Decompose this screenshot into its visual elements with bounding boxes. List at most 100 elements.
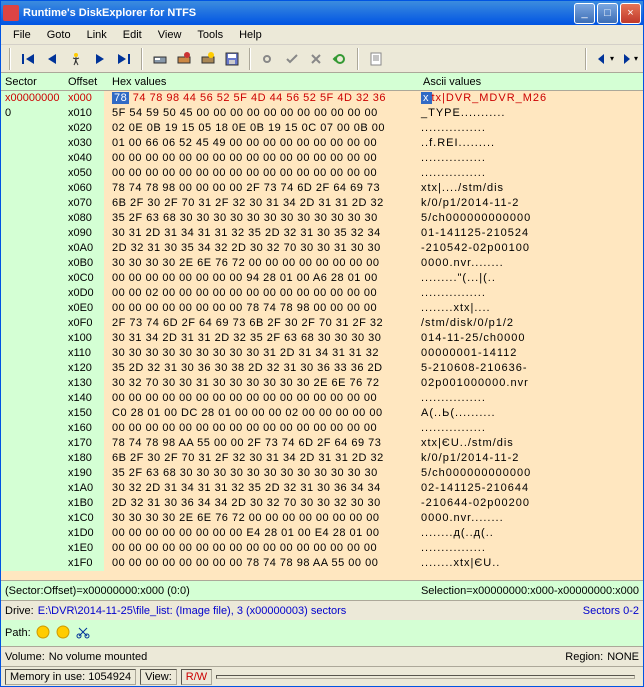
hex-col[interactable]: C0 28 01 00 DC 28 01 00 00 00 02 00 00 0… [104, 406, 419, 421]
ascii-col[interactable]: 01-141125-210524 [419, 226, 529, 241]
hex-col[interactable]: 00 00 00 00 00 00 00 00 00 00 00 00 00 0… [104, 166, 419, 181]
hex-row[interactable]: x0A02D 32 31 30 35 34 32 2D 30 32 70 30 … [1, 241, 643, 256]
ascii-col[interactable]: ........xtx|ЄU.. [419, 556, 500, 571]
hex-col[interactable]: 30 31 2D 31 34 31 31 32 35 2D 32 31 30 3… [104, 226, 419, 241]
hex-col[interactable]: 35 2F 63 68 30 30 30 30 30 30 30 30 30 3… [104, 211, 419, 226]
hex-col[interactable]: 30 31 34 2D 31 31 2D 32 35 2F 63 68 30 3… [104, 331, 419, 346]
hex-row[interactable]: x0B030 30 30 30 2E 6E 76 72 00 00 00 00 … [1, 256, 643, 271]
disk1-button[interactable] [149, 48, 171, 70]
ascii-col[interactable]: ................ [419, 121, 486, 136]
menu-help[interactable]: Help [231, 27, 270, 43]
ascii-col[interactable]: 0000.nvr........ [419, 511, 504, 526]
hex-row[interactable]: x04000 00 00 00 00 00 00 00 00 00 00 00 … [1, 151, 643, 166]
hex-col[interactable]: 78 74 78 98 AA 55 00 00 2F 73 74 6D 2F 6… [104, 436, 419, 451]
first-button[interactable] [17, 48, 39, 70]
close-button[interactable]: × [620, 3, 641, 24]
ascii-col[interactable]: -210542-02p00100 [419, 241, 530, 256]
hex-row[interactable]: x0D000 00 02 00 00 00 00 00 00 00 00 00 … [1, 286, 643, 301]
hex-row[interactable]: x1B02D 32 31 30 36 34 34 2D 30 32 70 30 … [1, 496, 643, 511]
hex-row[interactable]: x1A030 32 2D 31 34 31 31 32 35 2D 32 31 … [1, 481, 643, 496]
hex-row[interactable]: x16000 00 00 00 00 00 00 00 00 00 00 00 … [1, 421, 643, 436]
hex-col[interactable]: 00 00 00 00 00 00 00 00 00 00 00 00 00 0… [104, 541, 419, 556]
ascii-col[interactable]: 0000.nvr........ [419, 256, 504, 271]
back-arrow-button[interactable]: ▾ [593, 48, 615, 70]
hex-col[interactable]: 00 00 00 00 00 00 00 00 E4 28 01 00 E4 2… [104, 526, 419, 541]
ascii-col[interactable]: A(..Ь(.......... [419, 406, 496, 421]
ascii-col[interactable]: k/0/p1/2014-11-2 [419, 196, 519, 211]
hex-row[interactable]: x1806B 2F 30 2F 70 31 2F 32 30 31 34 2D … [1, 451, 643, 466]
hex-row[interactable]: x06078 74 78 98 00 00 00 00 2F 73 74 6D … [1, 181, 643, 196]
ascii-col[interactable]: ................ [419, 391, 486, 406]
hex-col[interactable]: 35 2F 63 68 30 30 30 30 30 30 30 30 30 3… [104, 466, 419, 481]
hex-col[interactable]: 00 00 00 00 00 00 00 00 78 74 78 98 00 0… [104, 301, 419, 316]
hex-col[interactable]: 2F 73 74 6D 2F 64 69 73 6B 2F 30 2F 70 3… [104, 316, 419, 331]
disk2-button[interactable] [173, 48, 195, 70]
hex-row[interactable]: x00000000x00078 74 78 98 44 56 52 5F 4D … [1, 91, 643, 106]
hex-col[interactable]: 00 00 00 00 00 00 00 00 94 28 01 00 A6 2… [104, 271, 419, 286]
hex-col[interactable]: 00 00 00 00 00 00 00 00 00 00 00 00 00 0… [104, 421, 419, 436]
hex-col[interactable]: 30 30 30 30 30 30 30 30 30 31 2D 31 34 3… [104, 346, 419, 361]
hex-col[interactable]: 30 30 30 30 2E 6E 76 72 00 00 00 00 00 0… [104, 256, 419, 271]
menu-file[interactable]: File [5, 27, 39, 43]
selected-byte[interactable]: 78 [112, 92, 129, 104]
hex-col[interactable]: 2D 32 31 30 35 34 32 2D 30 32 70 30 30 3… [104, 241, 419, 256]
link-button[interactable] [257, 48, 279, 70]
check-button[interactable] [281, 48, 303, 70]
hex-row[interactable]: x0706B 2F 30 2F 70 31 2F 32 30 31 34 2D … [1, 196, 643, 211]
ascii-col[interactable]: ................ [419, 286, 486, 301]
hex-col[interactable]: 5F 54 59 50 45 00 00 00 00 00 00 00 00 0… [104, 106, 419, 121]
ascii-col[interactable]: ..f.REI......... [419, 136, 495, 151]
ascii-col[interactable]: 5/ch000000000000 [419, 211, 531, 226]
ascii-col[interactable]: xtx|..../stm/dis [419, 181, 504, 196]
selected-byte-ascii[interactable]: x [421, 92, 432, 104]
menu-link[interactable]: Link [79, 27, 115, 43]
hex-col[interactable]: 6B 2F 30 2F 70 31 2F 32 30 31 34 2D 31 3… [104, 451, 419, 466]
ascii-col[interactable]: 5/ch000000000000 [419, 466, 531, 481]
refresh-button[interactable] [329, 48, 351, 70]
hex-row[interactable]: x02002 0E 0B 19 15 05 18 0E 0B 19 15 0C … [1, 121, 643, 136]
hex-col[interactable]: 30 32 70 30 30 31 30 30 30 30 30 30 2E 6… [104, 376, 419, 391]
ascii-col[interactable]: ........xtx|.... [419, 301, 491, 316]
cancel-button[interactable] [305, 48, 327, 70]
ascii-col[interactable]: ................ [419, 151, 486, 166]
ascii-col[interactable]: 00000001-14112 [419, 346, 517, 361]
hex-col[interactable]: 78 74 78 98 00 00 00 00 2F 73 74 6D 2F 6… [104, 181, 419, 196]
hex-col[interactable]: 78 74 78 98 44 56 52 5F 4D 44 56 52 5F 4… [104, 91, 419, 106]
ascii-col[interactable]: 5-210608-210636- [419, 361, 528, 376]
last-button[interactable] [113, 48, 135, 70]
hex-row[interactable]: x11030 30 30 30 30 30 30 30 30 31 2D 31 … [1, 346, 643, 361]
hex-col[interactable]: 00 00 00 00 00 00 00 00 00 00 00 00 00 0… [104, 151, 419, 166]
hex-row[interactable]: x14000 00 00 00 00 00 00 00 00 00 00 00 … [1, 391, 643, 406]
hex-col[interactable]: 6B 2F 30 2F 70 31 2F 32 30 31 34 2D 31 3… [104, 196, 419, 211]
cut-icon[interactable] [75, 624, 91, 643]
walk-button[interactable] [65, 48, 87, 70]
hex-row[interactable]: x150C0 28 01 00 DC 28 01 00 00 00 02 00 … [1, 406, 643, 421]
hex-col[interactable]: 01 00 66 06 52 45 49 00 00 00 00 00 00 0… [104, 136, 419, 151]
hex-col[interactable]: 35 2D 32 31 30 36 30 38 2D 32 31 30 36 3… [104, 361, 419, 376]
hex-row[interactable]: x09030 31 2D 31 34 31 31 32 35 2D 32 31 … [1, 226, 643, 241]
ascii-col[interactable]: xtx|ЄU../stm/dis [419, 436, 514, 451]
menu-goto[interactable]: Goto [39, 27, 79, 43]
hex-col[interactable]: 30 30 30 30 2E 6E 76 72 00 00 00 00 00 0… [104, 511, 419, 526]
save-button[interactable] [221, 48, 243, 70]
hex-row[interactable]: x12035 2D 32 31 30 36 30 38 2D 32 31 30 … [1, 361, 643, 376]
prev-button[interactable] [41, 48, 63, 70]
minimize-button[interactable]: _ [574, 3, 595, 24]
ascii-col[interactable]: 02p001000000.nvr [419, 376, 529, 391]
ascii-col[interactable]: k/0/p1/2014-11-2 [419, 451, 519, 466]
hex-row[interactable]: x19035 2F 63 68 30 30 30 30 30 30 30 30 … [1, 466, 643, 481]
ascii-col[interactable]: -210644-02p00200 [419, 496, 530, 511]
hex-row[interactable]: x0F02F 73 74 6D 2F 64 69 73 6B 2F 30 2F … [1, 316, 643, 331]
hex-row[interactable]: x0C000 00 00 00 00 00 00 00 94 28 01 00 … [1, 271, 643, 286]
moon2-icon[interactable] [55, 624, 71, 643]
hex-row[interactable]: x17078 74 78 98 AA 55 00 00 2F 73 74 6D … [1, 436, 643, 451]
menu-view[interactable]: View [150, 27, 190, 43]
hex-col[interactable]: 2D 32 31 30 36 34 34 2D 30 32 70 30 30 3… [104, 496, 419, 511]
ascii-col[interactable]: ........."(...|(.. [419, 271, 496, 286]
hex-view[interactable]: x00000000x00078 74 78 98 44 56 52 5F 4D … [1, 91, 643, 580]
hex-row[interactable]: x03001 00 66 06 52 45 49 00 00 00 00 00 … [1, 136, 643, 151]
menu-tools[interactable]: Tools [189, 27, 231, 43]
fwd-arrow-button[interactable]: ▾ [617, 48, 639, 70]
ascii-col[interactable]: ................ [419, 421, 486, 436]
moon1-icon[interactable] [35, 624, 51, 643]
